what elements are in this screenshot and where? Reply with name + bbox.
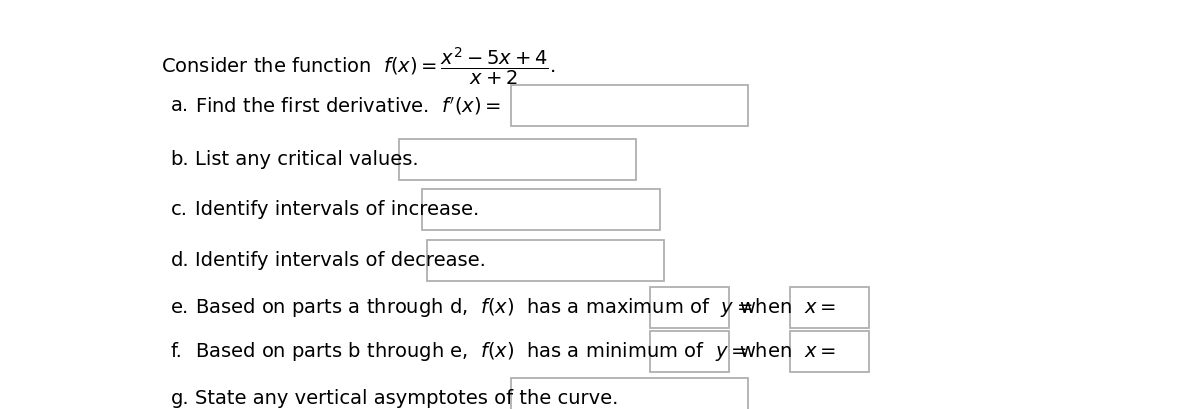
Text: Based on parts b through e,  $f(x)$  has a minimum of  $y =$: Based on parts b through e, $f(x)$ has a… [194, 340, 746, 363]
Text: Identify intervals of decrease.: Identify intervals of decrease. [194, 251, 486, 270]
Text: when  $x =$: when $x =$ [739, 342, 835, 361]
FancyBboxPatch shape [422, 189, 660, 230]
FancyBboxPatch shape [650, 287, 730, 328]
FancyBboxPatch shape [511, 378, 748, 409]
FancyBboxPatch shape [650, 331, 730, 372]
Text: c.: c. [170, 200, 187, 219]
Text: State any vertical asymptotes of the curve.: State any vertical asymptotes of the cur… [194, 389, 618, 408]
Text: Based on parts a through d,  $f(x)$  has a maximum of  $y =$: Based on parts a through d, $f(x)$ has a… [194, 296, 752, 319]
Text: Consider the function  $f(x) = \dfrac{x^2 - 5x + 4}{x + 2}.$: Consider the function $f(x) = \dfrac{x^2… [161, 45, 556, 88]
Text: Find the first derivative.  $f'(x) =$: Find the first derivative. $f'(x) =$ [194, 95, 500, 117]
FancyBboxPatch shape [400, 139, 636, 180]
Text: a.: a. [170, 96, 188, 115]
Text: d.: d. [170, 251, 190, 270]
Text: e.: e. [170, 298, 188, 317]
FancyBboxPatch shape [427, 240, 665, 281]
Text: b.: b. [170, 150, 190, 169]
Text: g.: g. [170, 389, 190, 408]
Text: Identify intervals of increase.: Identify intervals of increase. [194, 200, 479, 219]
Text: when  $x =$: when $x =$ [739, 298, 835, 317]
FancyBboxPatch shape [790, 287, 869, 328]
FancyBboxPatch shape [790, 331, 869, 372]
Text: List any critical values.: List any critical values. [194, 150, 419, 169]
Text: f.: f. [170, 342, 182, 361]
FancyBboxPatch shape [511, 85, 748, 126]
